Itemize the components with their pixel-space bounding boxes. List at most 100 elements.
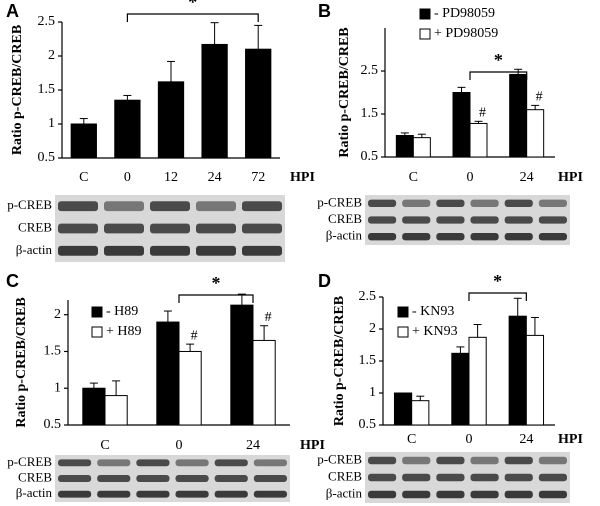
bar — [508, 315, 527, 426]
x-tick-label: C — [100, 438, 109, 453]
blot-band — [470, 216, 499, 224]
y-tick-label: 1.5 — [38, 82, 56, 97]
blot-band — [150, 223, 190, 234]
blot-label: p-CREB — [317, 451, 362, 466]
blot-band — [253, 475, 287, 482]
blot-band — [368, 216, 397, 224]
legend-label: - PD98059 — [434, 6, 495, 21]
bar — [411, 400, 430, 426]
blot-band — [504, 490, 533, 499]
y-axis-label: Ratio p-CREB/CREB — [332, 296, 347, 426]
blot-band — [402, 456, 431, 465]
bar — [114, 99, 141, 159]
blot-band — [242, 223, 282, 234]
legend-swatch — [91, 306, 103, 318]
legend-label: + KN93 — [412, 324, 458, 339]
blot-label: CREB — [18, 469, 52, 484]
hash-label: # — [479, 106, 486, 121]
x-tick-label: 24 — [519, 432, 533, 447]
blot-band — [436, 199, 465, 207]
bar — [104, 395, 128, 426]
bar — [412, 137, 431, 158]
y-tick-label: 1.5 — [359, 353, 377, 368]
bar — [525, 334, 545, 426]
legend-swatch — [419, 8, 431, 20]
panel-letter: B — [318, 1, 331, 21]
bar — [82, 387, 106, 426]
legend-swatch — [397, 306, 409, 318]
legend-swatch — [397, 326, 409, 338]
blot-band — [104, 201, 144, 212]
significance: * — [188, 0, 197, 12]
bar — [230, 304, 254, 426]
y-tick-label: 1.5 — [361, 106, 379, 121]
blot-band — [402, 473, 431, 482]
blot-band — [436, 473, 465, 482]
blot-band — [58, 490, 92, 498]
blot-band — [368, 473, 397, 482]
blot-band — [58, 459, 92, 467]
blot-band — [538, 216, 567, 224]
blot-band — [504, 456, 533, 465]
blot-band — [436, 233, 465, 241]
blot-band — [470, 233, 499, 241]
y-tick-label: 2.5 — [359, 289, 377, 304]
x-tick-label: C — [79, 170, 88, 185]
blot-band — [436, 216, 465, 224]
hash-label: # — [191, 328, 198, 343]
y-tick-label: 1 — [369, 385, 376, 400]
y-tick-label: 2 — [54, 307, 61, 322]
panel-letter: C — [6, 271, 19, 291]
y-tick-label: 0.5 — [44, 417, 62, 432]
x-tick-label: 72 — [251, 170, 265, 185]
blot-band — [470, 473, 499, 482]
significance: * — [212, 273, 221, 293]
blot-band — [136, 475, 170, 482]
x-tick-label: 24 — [208, 170, 222, 185]
bar — [178, 350, 202, 426]
bar — [70, 123, 97, 159]
x-axis-label: HPI — [300, 438, 325, 453]
y-tick-label: 0.5 — [38, 150, 56, 165]
x-axis-label: HPI — [558, 170, 583, 185]
y-tick-label: 1 — [48, 116, 55, 131]
legend-label: - KN93 — [412, 304, 454, 319]
blot — [365, 452, 570, 503]
x-tick-label: 24 — [520, 170, 534, 185]
blot-label: p-CREB — [7, 197, 52, 212]
blot-label: CREB — [328, 211, 362, 226]
blot-band — [470, 490, 499, 499]
legend-swatch — [91, 326, 103, 338]
blot-band — [242, 201, 282, 212]
bar — [395, 135, 414, 158]
blot-band — [436, 490, 465, 499]
blot-band — [402, 233, 431, 241]
bar — [393, 392, 413, 426]
y-tick-label: 0.5 — [359, 417, 377, 432]
blot-band — [470, 456, 499, 465]
bar — [526, 109, 545, 158]
blot-band — [253, 490, 287, 498]
x-tick-label: C — [409, 170, 418, 185]
blot-band — [368, 199, 397, 207]
blot-label: CREB — [328, 468, 362, 483]
bar — [468, 336, 487, 426]
blot-band — [136, 490, 170, 498]
blot-band — [58, 223, 98, 234]
y-axis-label: Ratio p-CREB/CREB — [10, 25, 25, 155]
blot-band — [504, 199, 533, 207]
y-axis-label: Ratio p-CREB/CREB — [337, 27, 352, 157]
blot-band — [242, 245, 282, 256]
panel-letter: A — [6, 1, 19, 21]
blot-label: p-CREB — [317, 194, 362, 209]
bracket — [469, 71, 528, 80]
blot-band — [436, 456, 465, 465]
blot — [365, 195, 570, 245]
blot-band — [402, 490, 431, 499]
blot-band — [538, 199, 567, 207]
x-tick-label: 12 — [164, 170, 178, 185]
x-tick-label: C — [407, 432, 416, 447]
blot-band — [97, 459, 131, 467]
hash-label: # — [265, 310, 272, 325]
